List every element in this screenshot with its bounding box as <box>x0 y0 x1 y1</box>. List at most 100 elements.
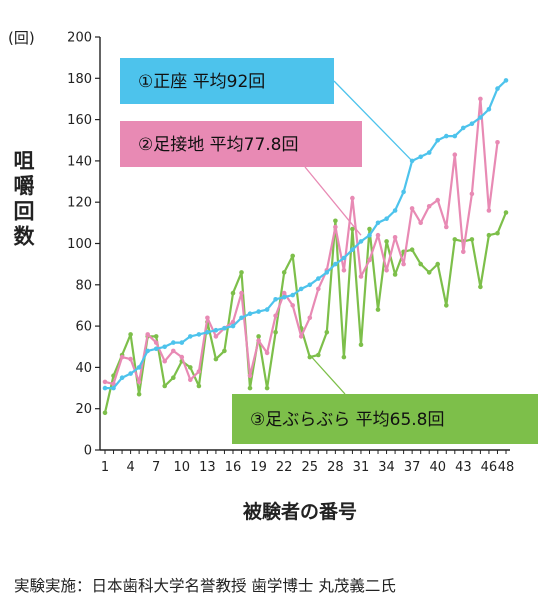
ashi-setchi-data-point <box>179 354 185 360</box>
x-tick-label: 4 <box>126 460 134 475</box>
ashi-setchi-data-point <box>418 220 424 226</box>
ashi-setchi-data-point <box>316 286 321 292</box>
x-tick-label: 22 <box>276 460 293 475</box>
ashi-burabura-data-point <box>469 237 475 242</box>
ashi-burabura-data-point <box>281 270 287 275</box>
seiza-data-point <box>486 107 492 112</box>
ashi-setchi-data-point <box>461 249 466 255</box>
x-tick-label: 34 <box>378 460 395 475</box>
seiza-data-point <box>102 385 108 391</box>
seiza-data-point <box>128 371 133 376</box>
seiza-data-point <box>119 375 125 381</box>
ashi-burabura-data-point <box>375 307 381 312</box>
ashi-setchi-data-point <box>162 358 167 364</box>
ashi-burabura-series-line <box>103 212 508 414</box>
ashi-burabura-legend-box <box>232 394 538 444</box>
ashi-setchi-data-point <box>298 334 304 339</box>
ashi-setchi-data-point <box>281 290 287 296</box>
ashi-setchi-data-point <box>367 257 372 263</box>
seiza-legend-box <box>120 58 334 104</box>
ashi-setchi-data-point <box>290 303 296 308</box>
ashi-setchi-data-point <box>196 369 202 374</box>
seiza-data-point <box>153 346 159 352</box>
ashi-setchi-data-point <box>375 232 381 238</box>
seiza-data-point <box>136 365 142 370</box>
x-tick-label: 43 <box>455 460 472 475</box>
ashi-setchi-data-point <box>213 334 219 339</box>
ashi-setchi-data-point <box>350 195 355 201</box>
seiza-data-point <box>171 340 176 345</box>
ashi-setchi-data-point <box>444 224 449 230</box>
ashi-burabura-legend-text: ③足ぶらぶら 平均65.8回 <box>250 410 445 430</box>
ashi-burabura-data-point <box>213 356 219 362</box>
series-layer <box>102 78 509 416</box>
ashi-setchi-data-point <box>273 313 278 319</box>
seiza-data-point <box>273 297 278 302</box>
seiza-data-point <box>213 327 219 333</box>
y-tick-label: 40 <box>75 361 92 376</box>
x-axis-label: 被験者の番号 <box>243 500 357 523</box>
ashi-burabura-data-point <box>392 272 398 277</box>
ashi-setchi-data-point <box>333 224 338 230</box>
x-tick-label: 25 <box>301 460 318 475</box>
ashi-burabura-data-point <box>188 365 193 370</box>
ashi-setchi-data-point <box>145 332 150 337</box>
ashi-setchi-data-point <box>119 354 125 360</box>
ashi-setchi-data-point <box>153 340 159 345</box>
y-unit-label: (回) <box>8 29 35 47</box>
ashi-burabura-data-point <box>478 284 483 290</box>
ashi-burabura-data-point <box>264 385 270 391</box>
ashi-setchi-data-point <box>401 261 406 267</box>
ashi-burabura-data-point <box>136 391 142 397</box>
seiza-data-point <box>179 340 185 345</box>
x-tick-label: 31 <box>353 460 370 475</box>
seiza-legend-text: ①正座 平均92回 <box>138 72 265 92</box>
x-tick-label: 19 <box>250 460 267 475</box>
ashi-setchi-data-point <box>486 208 492 213</box>
ashi-burabura-data-point <box>350 226 355 232</box>
seiza-data-point <box>316 276 321 281</box>
y-tick-label: 100 <box>67 237 92 252</box>
ashi-setchi-legend-box-leader <box>304 166 362 236</box>
seiza-data-point <box>247 311 253 317</box>
seiza-data-point <box>307 282 313 288</box>
ashi-setchi-data-point <box>435 197 441 203</box>
ashi-burabura-data-point <box>444 303 449 308</box>
ashi-burabura-data-point <box>324 330 330 335</box>
ashi-burabura-data-point <box>409 247 415 252</box>
seiza-data-point <box>196 332 202 337</box>
ashi-burabura-data-point <box>486 232 492 238</box>
axes: 0 20 40 60 80 100 120 140 160 180 200 1 4 7 10 13 16 19 22… <box>67 31 514 476</box>
ashi-setchi-data-point <box>247 373 253 379</box>
ashi-setchi-data-point <box>384 268 389 273</box>
x-tick-label: 13 <box>199 460 216 475</box>
ashi-setchi-data-point <box>188 377 193 383</box>
credit-note: 実験実施：日本歯科大学名誉教授 歯学博士 丸茂義二氏 <box>14 577 396 595</box>
ashi-setchi-data-point <box>409 206 415 211</box>
ashi-setchi-data-point <box>136 379 142 385</box>
ashi-burabura-data-point <box>341 354 347 360</box>
ashi-burabura-data-point <box>426 270 432 275</box>
x-tick-label: 16 <box>225 460 242 475</box>
ashi-burabura-data-point <box>153 334 159 339</box>
seiza-data-point <box>426 150 432 155</box>
seiza-data-point <box>503 78 509 83</box>
seiza-data-point <box>341 255 347 261</box>
x-tick-label: 37 <box>404 460 421 475</box>
ashi-setchi-data-point <box>452 152 458 157</box>
seiza-data-point <box>162 344 167 350</box>
x-tick-label: 40 <box>429 460 446 475</box>
seiza-data-point <box>444 133 449 139</box>
y-axis-label-char: 嚼 <box>14 174 35 198</box>
seiza-data-point <box>239 315 244 321</box>
ashi-burabura-data-point <box>162 383 167 389</box>
seiza-data-point <box>367 232 372 238</box>
x-tick-label: 7 <box>152 460 160 475</box>
ashi-burabura-data-point <box>418 261 424 267</box>
seiza-data-point <box>375 220 381 226</box>
seiza-data-point <box>478 115 483 120</box>
seiza-data-point <box>435 138 441 143</box>
y-axis-label: 咀嚼回数 <box>14 149 36 249</box>
ashi-burabura-legend-box-leader <box>309 354 346 395</box>
